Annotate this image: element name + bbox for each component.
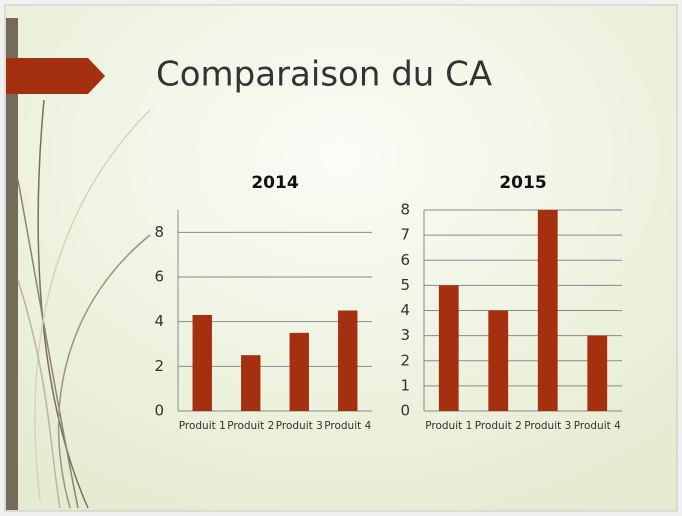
x-tick-label: Produit 1 xyxy=(179,420,226,432)
y-tick-label: 3 xyxy=(400,326,410,344)
y-tick-label: 2 xyxy=(400,351,410,369)
side-bar xyxy=(6,18,18,510)
x-tick-label: Produit 4 xyxy=(574,420,621,432)
bar xyxy=(438,285,459,411)
y-tick-label: 8 xyxy=(154,223,164,241)
bar xyxy=(537,210,558,411)
x-tick-label: Produit 2 xyxy=(227,420,274,432)
y-tick-label: 6 xyxy=(400,251,410,269)
y-tick-label: 0 xyxy=(400,402,410,420)
bar xyxy=(338,310,358,411)
bar xyxy=(587,335,608,411)
y-tick-label: 4 xyxy=(154,312,164,330)
bar xyxy=(192,314,212,411)
y-tick-label: 2 xyxy=(154,357,164,375)
x-tick-label: Produit 3 xyxy=(276,420,323,432)
y-tick-label: 5 xyxy=(400,276,410,294)
x-tick-label: Produit 3 xyxy=(524,420,571,432)
y-tick-label: 6 xyxy=(154,268,164,286)
y-tick-label: 7 xyxy=(400,226,410,244)
y-tick-label: 4 xyxy=(400,301,410,319)
bar xyxy=(488,310,509,411)
chart-title: 2014 xyxy=(251,173,298,193)
y-tick-label: 8 xyxy=(400,201,410,219)
chart-title: 2015 xyxy=(499,173,546,193)
decor-curves xyxy=(17,99,151,509)
slide-title: Comparaison du CA xyxy=(156,55,492,95)
x-tick-label: Produit 1 xyxy=(425,420,472,432)
bar xyxy=(289,332,309,411)
slide-bg xyxy=(4,4,678,512)
bar xyxy=(241,355,261,411)
y-tick-label: 0 xyxy=(154,402,164,420)
x-tick-label: Produit 4 xyxy=(324,420,371,432)
x-tick-label: Produit 2 xyxy=(475,420,522,432)
title-arrow xyxy=(6,58,105,94)
y-tick-label: 1 xyxy=(400,376,410,394)
